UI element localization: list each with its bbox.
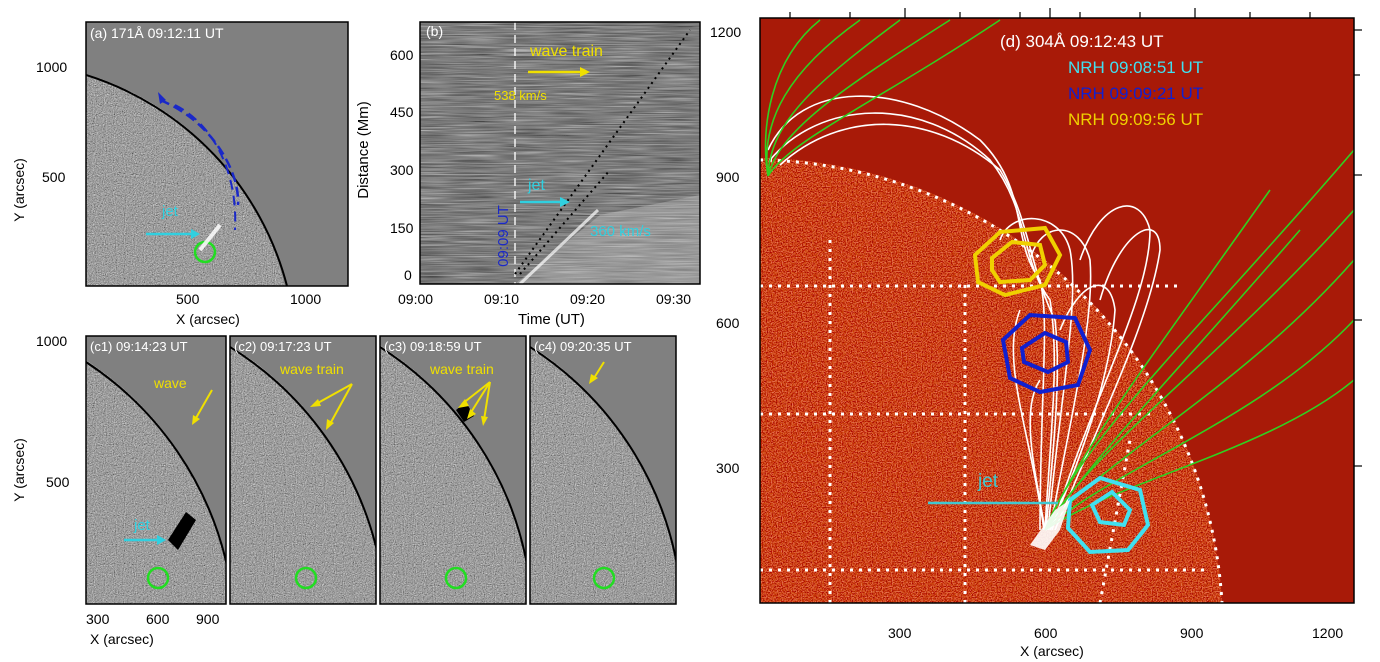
panel-b-ytick-450: 450 [390,104,414,120]
nrh-contour-blue-outer [1000,312,1093,395]
panel-b-ytick-300: 300 [390,162,414,178]
panel-c4: (c4) 09:20:35 UT [529,335,677,605]
panel-c3: (c3) 09:18:59 UT wave train [379,335,527,605]
wave-train-label: wave train [529,43,603,60]
panel-c2: (c2) 09:17:23 UT wave train [229,335,377,605]
wave-speed-label: 538 km/s [494,88,547,103]
panel-c-xtick-300: 300 [86,611,110,627]
open-field-lines [764,19,1354,531]
direction-marker [158,92,166,104]
limb-arc [86,74,288,286]
nrh-contour-blue-inner [1019,330,1071,375]
nrh-contour-yellow-inner [990,239,1048,285]
jet-arrow-b [560,197,570,207]
jet-dark [168,512,196,550]
panel-d-title: (d) 304Å 09:12:43 UT [1000,32,1163,51]
panel-d-ytick-600: 600 [716,315,740,331]
jet-speed-fit [519,169,611,275]
panel-c-xlabel: X (arcsec) [90,631,154,647]
time-marker-label: 09:09 UT [495,205,512,267]
panel-d-ytick-1200: 1200 [710,24,741,40]
panel-a: (a) 171Å 09:12:11 UT jet 1000 500 500 10… [11,21,349,327]
nrh-contours [972,225,1151,555]
panel-d-xtick-300: 300 [888,625,912,641]
panel-a-xtick-1000: 1000 [290,291,321,307]
jet-label-b: jet [527,177,545,194]
wave-speed-fit [514,29,691,275]
panel-b: (b) wave train 538 km/s jet 360 km/s 09:… [355,21,701,328]
panel-b-xlabel: Time (UT) [518,311,585,328]
panel-d-ytick-900: 900 [716,169,740,185]
panel-c3-title: (c3) 09:18:59 UT [384,339,482,354]
panel-c-ytick-500: 500 [46,474,70,490]
nrh-legend-3: NRH 09:09:56 UT [1068,110,1203,129]
panel-b-time-distance-map [420,22,700,284]
panel-b-title: (b) [426,23,443,39]
panel-b-ytick-0: 0 [404,267,412,283]
panel-c-xtick-600: 600 [146,611,170,627]
nrh-contour-yellow-outer [972,225,1063,298]
panel-a-xtick-500: 500 [176,291,200,307]
panels-c: (c1) 09:14:23 UT wave jet (c2) 09:17:23 … [11,333,677,647]
panel-c3-wave-label: wave train [429,361,494,377]
panel-a-ytick-1000: 1000 [36,59,67,75]
wave-train-arrow [580,67,590,77]
panel-c2-title: (c2) 09:17:23 UT [234,339,332,354]
panel-c1-wave-label: wave [153,375,187,391]
nrh-contour-cyan-inner [1089,489,1133,528]
nrh-legend-2: NRH 09:09:21 UT [1068,84,1203,103]
panel-a-title: (a) 171Å 09:12:11 UT [90,25,224,41]
panel-b-xtick-0910: 09:10 [484,291,519,307]
nrh-legend-1: NRH 09:08:51 UT [1068,58,1203,77]
panel-c2-wave-label: wave train [279,361,344,377]
panel-d-xtick-1200: 1200 [1312,625,1343,641]
panel-d-xtick-900: 900 [1180,625,1204,641]
panel-a-xlabel: X (arcsec) [176,311,240,327]
panel-c1-title: (c1) 09:14:23 UT [90,339,188,354]
jet-bright [198,223,222,252]
panel-d-jet-label: jet [977,471,999,492]
nrh-contour-cyan-outer [1065,475,1151,555]
panel-c1: (c1) 09:14:23 UT wave jet [85,335,227,605]
panel-c-ytick-1000: 1000 [36,333,67,349]
panel-d-xlabel: X (arcsec) [1020,643,1084,659]
lat-lon-grid [760,158,1224,603]
panel-a-ylabel: Y (arcsec) [11,158,27,222]
panel-c4-title: (c4) 09:20:35 UT [534,339,632,354]
panel-c-ylabel: Y (arcsec) [11,438,27,502]
panel-d-xtick-600: 600 [1034,625,1058,641]
panel-b-ytick-600: 600 [390,47,414,63]
panel-b-xtick-0900: 09:00 [398,291,433,307]
panel-b-ylabel: Distance (Mm) [355,101,372,199]
panel-c1-jet-label: jet [133,517,151,534]
panel-a-jet-label: jet [161,203,179,220]
panel-b-ytick-150: 150 [390,220,414,236]
panel-a-ytick-500: 500 [42,169,66,185]
panel-b-xtick-0920: 09:20 [570,291,605,307]
panel-b-xtick-0930: 09:30 [656,291,691,307]
wave-front-dashed [159,98,240,206]
panel-d: (d) 304Å 09:12:43 UT NRH 09:08:51 UT NRH… [710,8,1362,659]
panel-c-xtick-900: 900 [196,611,220,627]
jet-speed-label: 360 km/s [590,223,651,240]
panel-d-ytick-300: 300 [716,460,740,476]
